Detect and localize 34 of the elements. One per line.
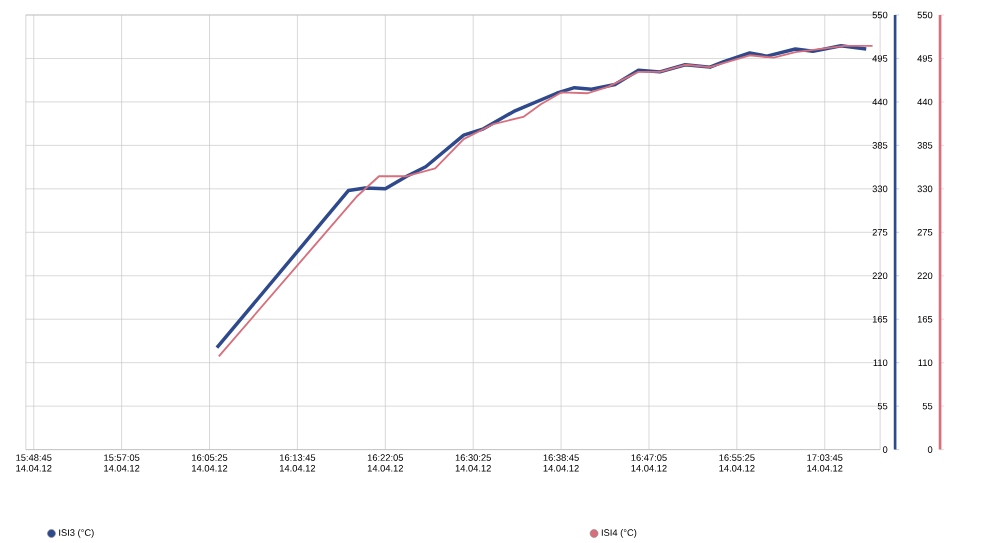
legend-label: ISI3 (°C) (59, 529, 94, 538)
y2-tick-label: 550 (917, 11, 933, 19)
y-tick-label: 440 (872, 98, 888, 106)
y2-tick-label: 495 (917, 55, 933, 62)
y-tick-label: 165 (872, 315, 888, 323)
y-tick-label: 275 (872, 228, 888, 236)
y2-tick-label: 55 (922, 402, 933, 410)
y-tick-label: 220 (872, 272, 888, 279)
x-tick-label: 16:38:45 14.04.12 (543, 454, 579, 472)
x-tick-label: 16:13:45 14.04.12 (279, 454, 316, 472)
x-tick-label: 16:30:25 14.04.12 (455, 454, 491, 472)
y2-tick-label: 385 (917, 142, 933, 149)
y2-tick-label: 440 (917, 98, 933, 106)
x-tick-label: 16:05:25 14.04.12 (192, 454, 228, 472)
y-tick-label: 55 (877, 402, 888, 410)
y2-tick-label: 165 (917, 315, 933, 323)
x-tick-label: 16:47:05 14.04.12 (631, 454, 667, 472)
y2-tick-label: 220 (917, 272, 933, 279)
y-tick-label: 385 (872, 142, 888, 149)
y-tick-label: 330 (872, 185, 888, 193)
y2-tick-label: 110 (918, 359, 933, 366)
y-tick-label: 550 (872, 11, 888, 19)
y-tick-label: 110 (873, 359, 888, 366)
y-tick-label: 0 (882, 446, 888, 453)
x-tick-label: 16:22:05 14.04.12 (367, 454, 404, 472)
x-tick-label: 16:55:25 14.04.12 (719, 454, 755, 472)
legend-label: ISI4 (°C) (601, 529, 637, 538)
y2-tick-label: 275 (917, 228, 933, 236)
x-tick-label: 17:03:45 14.04.12 (807, 454, 843, 472)
x-tick-label: 15:57:05 14.04.12 (104, 454, 140, 472)
y2-tick-label: 330 (917, 185, 933, 193)
x-tick-label: 15:48:45 14.04.12 (16, 454, 52, 472)
y2-tick-label: 0 (927, 446, 933, 453)
y-tick-label: 495 (872, 55, 888, 62)
